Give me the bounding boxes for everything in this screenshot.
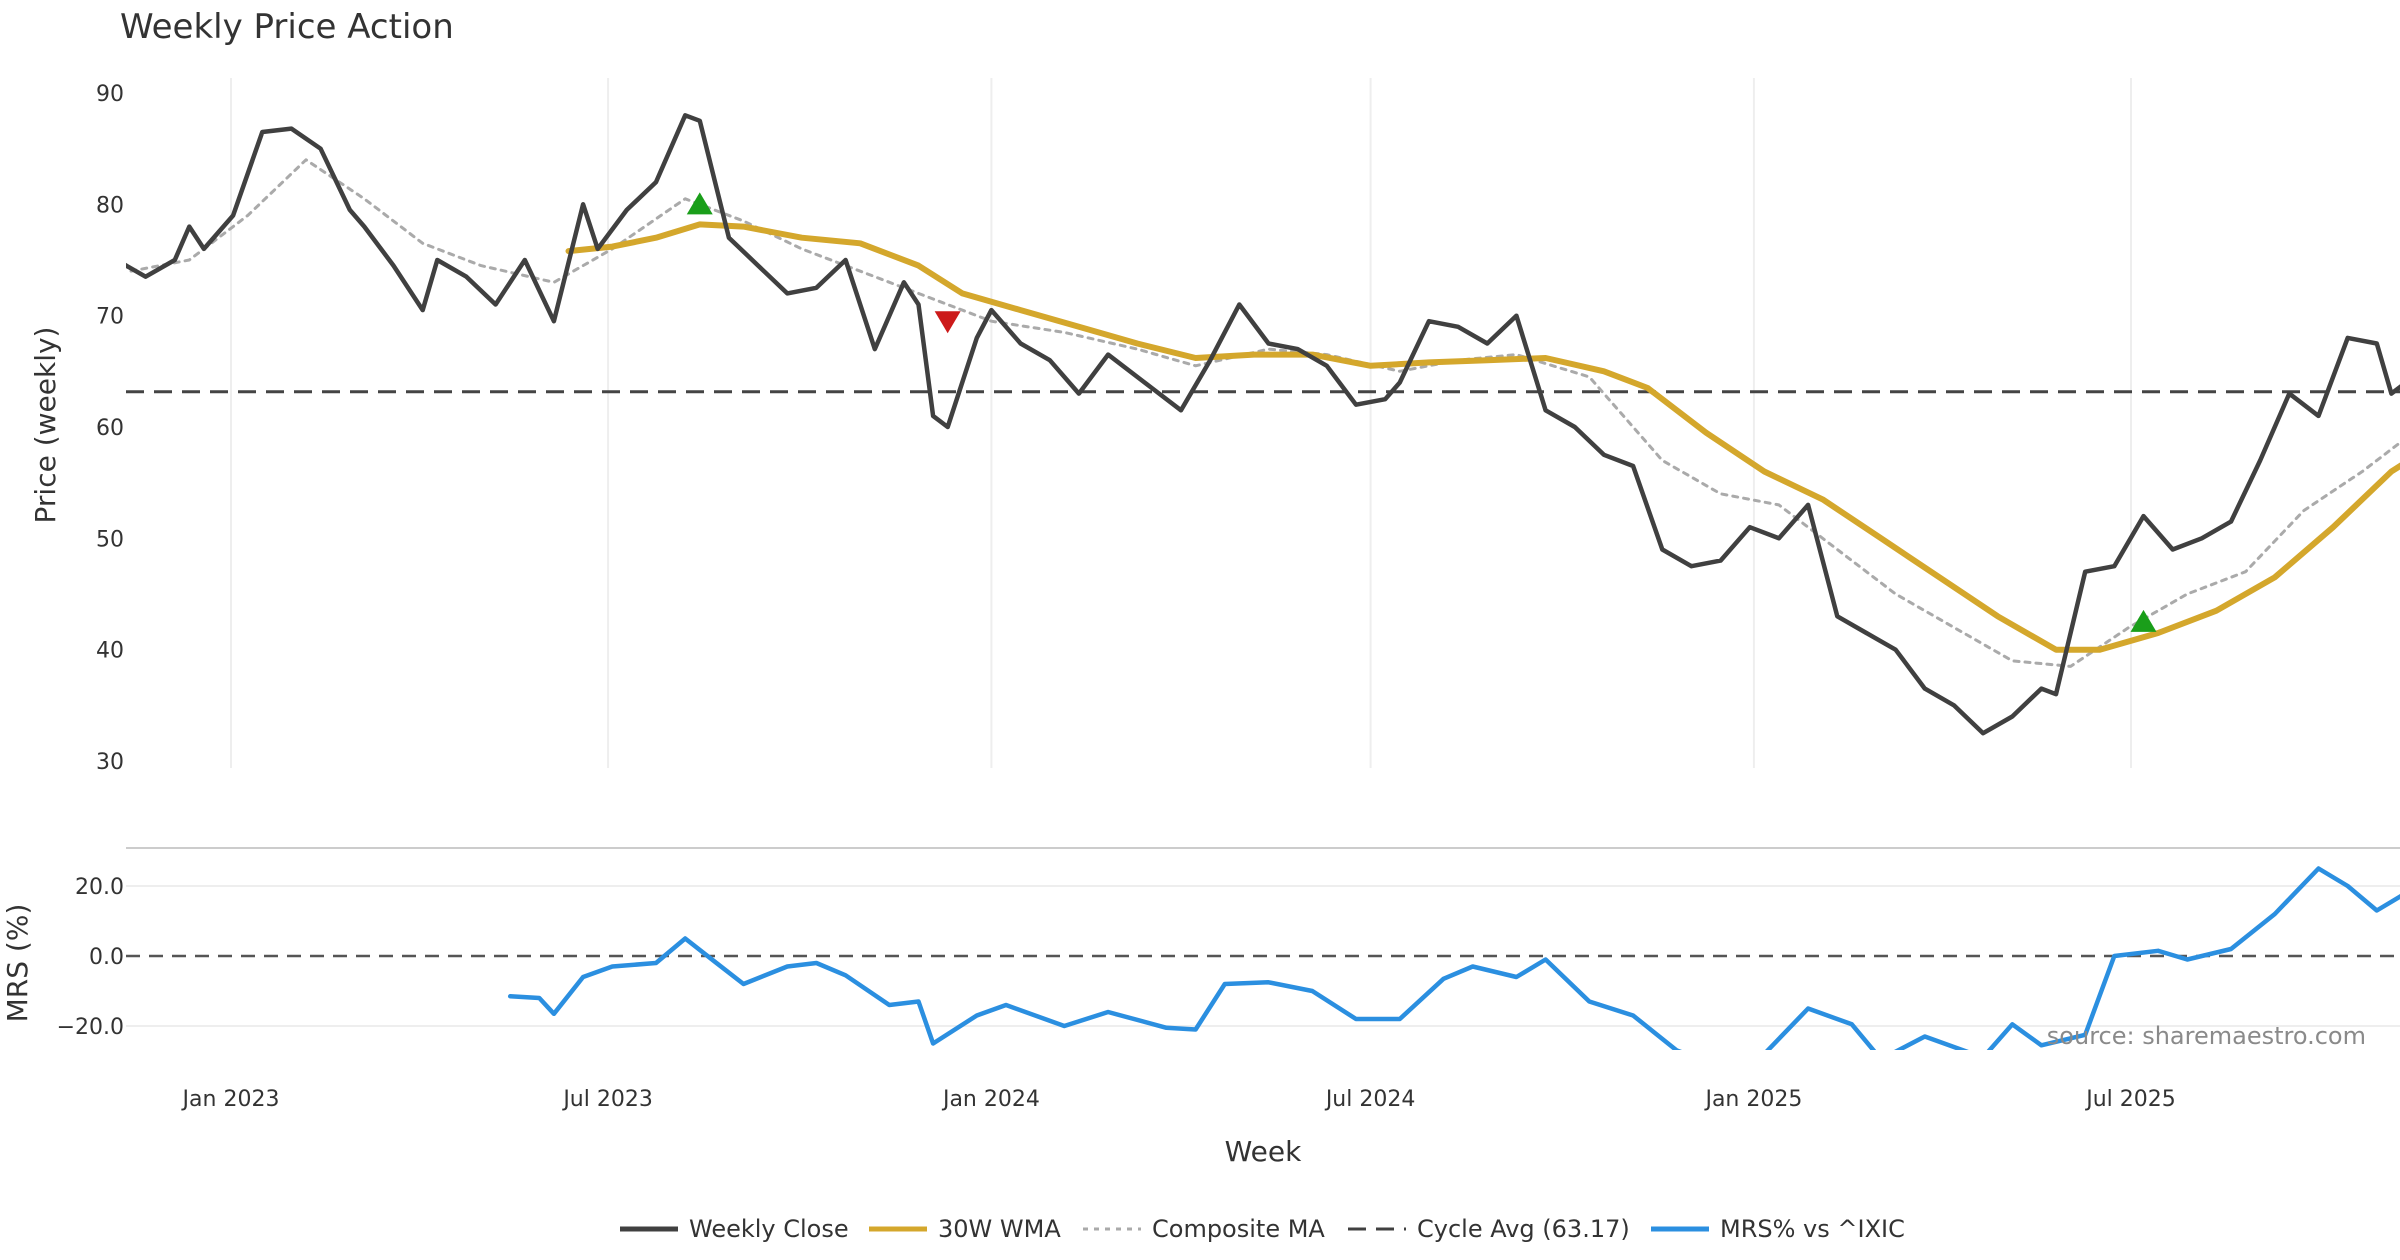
buy-signal-marker: [686, 192, 713, 215]
x-tick-label: Jan 2023: [181, 1087, 280, 1112]
legend-label: Cycle Avg (63.17): [1417, 1215, 1630, 1243]
price-y-tick-label: 70: [96, 305, 124, 330]
price-y-tick-label: 30: [96, 750, 124, 775]
legend-label: MRS% vs ^IXIC: [1720, 1215, 1905, 1243]
legend-label: Weekly Close: [689, 1215, 849, 1243]
x-tick-label: Jul 2025: [2084, 1087, 2176, 1112]
chart-title: Weekly Price Action: [120, 7, 454, 47]
mrs-y-tick-label: 0.0: [89, 945, 124, 970]
price-y-tick-label: 40: [96, 639, 124, 664]
price-y-tick-label: 50: [96, 527, 124, 552]
x-tick-label: Jul 2024: [1324, 1087, 1416, 1112]
x-tick-label: Jan 2024: [941, 1087, 1040, 1112]
legend: Weekly Close 30W WMA Composite MA Cycle Avg…: [620, 1215, 1905, 1243]
grid-layer: [126, 78, 2400, 1027]
price-y-tick-label: 60: [96, 416, 124, 441]
x-tick-label: Jan 2025: [1703, 1087, 1802, 1112]
mrs-y-tick-label: −20.0: [57, 1015, 124, 1040]
mrs-line: [507, 866, 2400, 1050]
signal-markers: [686, 192, 2157, 632]
weekly-close-line: [126, 113, 2400, 736]
price-y-tick-label: 90: [96, 82, 124, 107]
source-note: source: sharemaestro.com: [2047, 1022, 2366, 1050]
wma-30w-line: [565, 221, 2400, 653]
series-layer: [126, 113, 2400, 1050]
x-axis-label: Week: [1225, 1135, 1302, 1168]
mrs-y-tick-label: 20.0: [75, 875, 124, 900]
legend-label: 30W WMA: [938, 1215, 1061, 1243]
legend-label: Composite MA: [1152, 1215, 1325, 1243]
price-y-tick-label: 80: [96, 193, 124, 218]
mrs-y-axis-label: MRS (%): [1, 904, 34, 1023]
buy-signal-marker: [2130, 609, 2157, 632]
price-y-axis-label: Price (weekly): [29, 327, 62, 524]
x-tick-label: Jul 2023: [561, 1087, 653, 1112]
axis-layer: Jan 2023 Jul 2023 Jan 2024 Jul 2024 Jan 2025…: [57, 82, 2176, 1112]
sell-signal-marker: [934, 311, 961, 334]
